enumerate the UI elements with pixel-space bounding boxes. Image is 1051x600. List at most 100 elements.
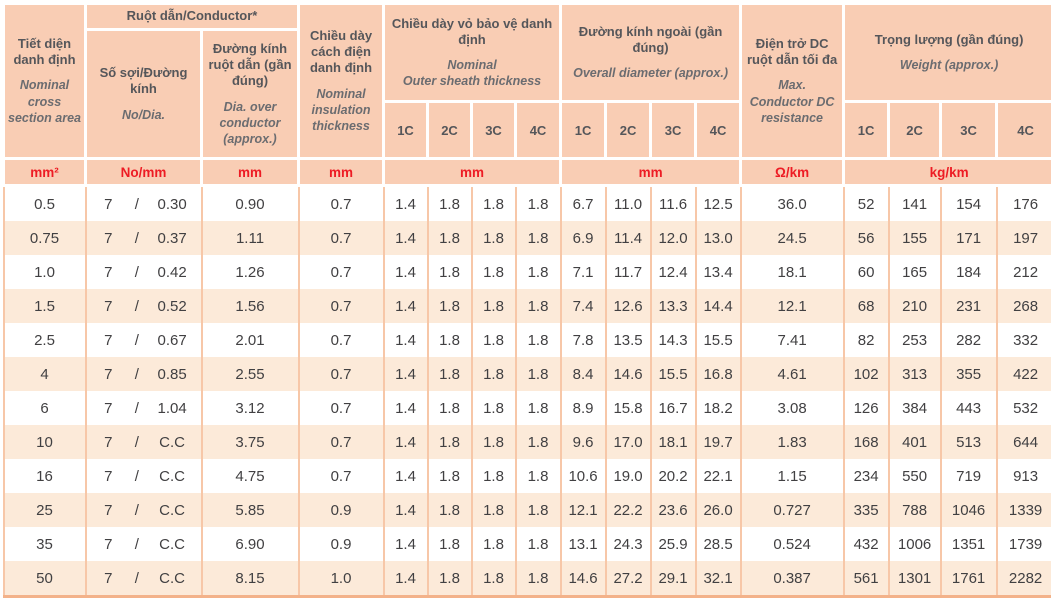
- cell-conductor-dia: 5.85: [202, 493, 299, 527]
- cell-weight-4c: 197: [997, 221, 1051, 255]
- cell-sheath-1c: 1.4: [384, 221, 428, 255]
- cell-insulation: 0.7: [299, 221, 384, 255]
- cell-strand-dia: C.C: [146, 502, 199, 519]
- subcol-diameter-3c: 3C: [651, 102, 696, 159]
- cell-od-3c: 25.9: [651, 527, 696, 561]
- cell-od-4c: 16.8: [696, 357, 741, 391]
- cell-sheath-1c: 1.4: [384, 289, 428, 323]
- cell-sheath-2c: 1.8: [428, 527, 472, 561]
- cell-od-1c: 7.1: [561, 255, 606, 289]
- cell-area: 35: [4, 527, 86, 561]
- group-header-conductor-title: Ruột dẫn/Conductor*: [90, 8, 294, 24]
- cell-od-4c: 13.0: [696, 221, 741, 255]
- cell-strand-dia: C.C: [146, 434, 199, 451]
- cell-no-dia: 7 / 0.42: [86, 255, 202, 289]
- cell-od-1c: 7.4: [561, 289, 606, 323]
- cell-strand-dia: 0.42: [146, 264, 199, 281]
- group-header-diameter-en: Overall diameter (approx.): [565, 65, 736, 81]
- cell-weight-1c: 56: [844, 221, 889, 255]
- cell-weight-4c: 268: [997, 289, 1051, 323]
- cell-weight-4c: 2282: [997, 561, 1051, 597]
- cell-weight-3c: 1761: [941, 561, 997, 597]
- cell-sheath-1c: 1.4: [384, 391, 428, 425]
- cell-weight-1c: 234: [844, 459, 889, 493]
- cell-no-dia: 7 / C.C: [86, 425, 202, 459]
- subcol-weight-2c: 2C: [889, 102, 941, 159]
- cell-sheath-2c: 1.8: [428, 459, 472, 493]
- unit-strands: No/mm: [86, 159, 202, 186]
- cell-weight-2c: 253: [889, 323, 941, 357]
- group-header-conductor: Ruột dẫn/Conductor*: [86, 4, 299, 30]
- col-header-insulation: Chiều dày cách điện danh định Nominal in…: [299, 4, 384, 159]
- cell-sheath-1c: 1.4: [384, 425, 428, 459]
- cell-no-dia: 7 / 0.52: [86, 289, 202, 323]
- cell-weight-2c: 550: [889, 459, 941, 493]
- cell-strand-dia: 0.30: [146, 196, 199, 213]
- cell-strand-dia: 1.04: [146, 400, 199, 417]
- cell-sheath-4c: 1.8: [516, 459, 561, 493]
- cell-sheath-1c: 1.4: [384, 186, 428, 222]
- table-row: 4 7 / 0.85 2.55 0.7 1.4 1.8 1.8 1.8 8.4 …: [4, 357, 1051, 391]
- cell-strand-slash: /: [128, 434, 146, 451]
- cell-od-3c: 18.1: [651, 425, 696, 459]
- cell-weight-1c: 52: [844, 186, 889, 222]
- cell-weight-4c: 1339: [997, 493, 1051, 527]
- cell-weight-1c: 561: [844, 561, 889, 597]
- cell-od-4c: 12.5: [696, 186, 741, 222]
- cell-od-1c: 14.6: [561, 561, 606, 597]
- cell-strand-slash: /: [128, 332, 146, 349]
- cell-strand-slash: /: [128, 400, 146, 417]
- cell-area: 1.5: [4, 289, 86, 323]
- cell-resistance: 24.5: [741, 221, 844, 255]
- cell-strand-dia: C.C: [146, 468, 199, 485]
- cell-od-3c: 12.0: [651, 221, 696, 255]
- cell-sheath-2c: 1.8: [428, 255, 472, 289]
- cell-strand-count: 7: [89, 332, 129, 349]
- cell-insulation: 0.7: [299, 186, 384, 222]
- cell-weight-1c: 335: [844, 493, 889, 527]
- cell-conductor-dia: 1.56: [202, 289, 299, 323]
- table-row: 1.0 7 / 0.42 1.26 0.7 1.4 1.8 1.8 1.8 7.…: [4, 255, 1051, 289]
- cell-weight-1c: 68: [844, 289, 889, 323]
- cell-no-dia: 7 / 1.04: [86, 391, 202, 425]
- cell-insulation: 0.9: [299, 527, 384, 561]
- cell-weight-2c: 165: [889, 255, 941, 289]
- subcol-sheath-1c: 1C: [384, 102, 428, 159]
- cell-weight-3c: 443: [941, 391, 997, 425]
- col-header-resistance: Điện trở DC ruột dẫn tối đa Max. Conduct…: [741, 4, 844, 159]
- cell-sheath-3c: 1.8: [472, 221, 516, 255]
- cell-strand-count: 7: [89, 502, 129, 519]
- cell-sheath-3c: 1.8: [472, 493, 516, 527]
- cell-od-2c: 11.0: [606, 186, 651, 222]
- cell-strand-count: 7: [89, 298, 129, 315]
- cell-weight-3c: 1046: [941, 493, 997, 527]
- cell-sheath-3c: 1.8: [472, 561, 516, 597]
- cell-sheath-3c: 1.8: [472, 425, 516, 459]
- unit-resistance: Ω/km: [741, 159, 844, 186]
- table-row: 50 7 / C.C 8.15 1.0 1.4 1.8 1.8 1.8 14.6…: [4, 561, 1051, 597]
- table-row: 10 7 / C.C 3.75 0.7 1.4 1.8 1.8 1.8 9.6 …: [4, 425, 1051, 459]
- cell-weight-2c: 1301: [889, 561, 941, 597]
- cell-od-4c: 15.5: [696, 323, 741, 357]
- cell-od-2c: 11.7: [606, 255, 651, 289]
- cell-strand-count: 7: [89, 434, 129, 451]
- unit-conductor-dia: mm: [202, 159, 299, 186]
- cell-strand-count: 7: [89, 196, 129, 213]
- cell-weight-2c: 788: [889, 493, 941, 527]
- cell-weight-4c: 422: [997, 357, 1051, 391]
- cell-conductor-dia: 1.11: [202, 221, 299, 255]
- cell-resistance: 12.1: [741, 289, 844, 323]
- cell-sheath-1c: 1.4: [384, 561, 428, 597]
- group-header-weight: Trọng lượng (gần đúng) Weight (approx.): [844, 4, 1051, 102]
- cell-sheath-1c: 1.4: [384, 323, 428, 357]
- cell-resistance: 0.387: [741, 561, 844, 597]
- cell-od-3c: 14.3: [651, 323, 696, 357]
- cell-insulation: 0.7: [299, 323, 384, 357]
- cell-weight-4c: 532: [997, 391, 1051, 425]
- cell-od-1c: 6.7: [561, 186, 606, 222]
- cell-weight-3c: 513: [941, 425, 997, 459]
- cell-od-1c: 8.9: [561, 391, 606, 425]
- cell-no-dia: 7 / 0.30: [86, 186, 202, 222]
- cell-strand-count: 7: [89, 468, 129, 485]
